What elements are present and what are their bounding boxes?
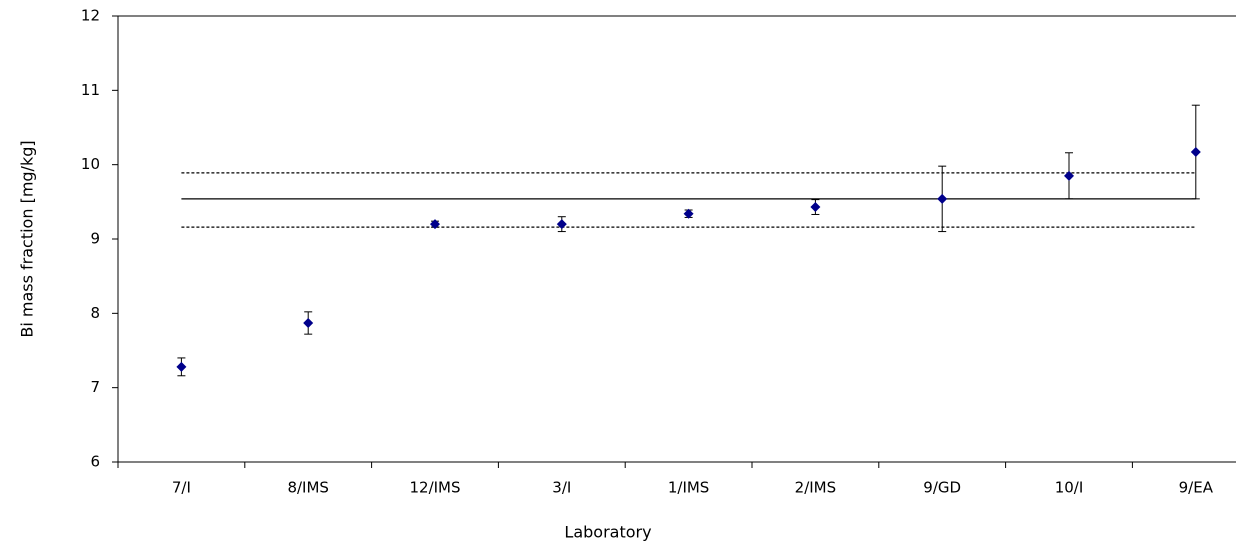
y-tick-label: 11 [81,81,100,99]
data-point [937,193,948,204]
y-tick-label: 8 [90,304,100,322]
x-tick-label: 7/I [172,479,191,497]
data-point [1190,147,1201,158]
y-tick-label: 7 [90,378,100,396]
data-point [810,202,821,213]
x-tick-label: 9/GD [923,479,961,497]
y-tick-label: 9 [90,230,100,248]
y-tick-label: 12 [81,7,100,25]
x-tick-label: 3/I [552,479,571,497]
x-tick-label: 8/IMS [287,479,328,497]
x-axis-label: Laboratory [564,523,651,542]
y-tick-label: 6 [90,453,100,471]
x-tick-label: 1/IMS [668,479,709,497]
data-point [430,219,440,230]
data-point [683,208,694,219]
x-tick-label: 10/I [1055,479,1084,497]
x-tick-label: 9/EA [1179,479,1214,497]
x-tick-label: 12/IMS [409,479,460,497]
y-axis-label: Bi mass fraction [mg/kg] [18,140,37,337]
data-point [176,361,187,372]
data-point [1064,170,1074,181]
data-point [556,219,567,230]
data-point [303,317,314,328]
x-tick-label: 2/IMS [795,479,836,497]
y-tick-label: 10 [81,155,100,173]
